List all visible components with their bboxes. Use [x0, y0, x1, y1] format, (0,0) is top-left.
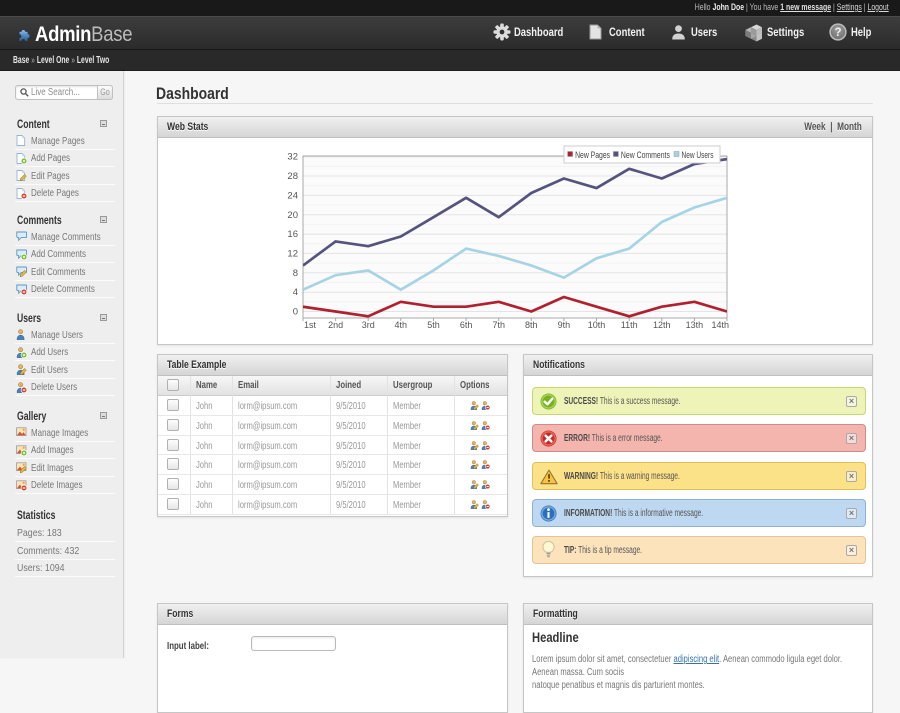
svg-text:8th: 8th [525, 320, 538, 330]
svg-text:2nd: 2nd [328, 320, 343, 330]
svg-text:1st: 1st [304, 320, 317, 330]
svg-text:5th: 5th [427, 320, 440, 330]
svg-text:13th: 13th [686, 320, 704, 330]
svg-text:New Users: New Users [682, 150, 714, 160]
svg-text:4: 4 [293, 287, 298, 298]
svg-text:6th: 6th [460, 320, 473, 330]
svg-text:9th: 9th [558, 320, 571, 330]
svg-text:24: 24 [287, 190, 298, 201]
svg-text:28: 28 [287, 171, 298, 182]
svg-text:16: 16 [287, 229, 298, 240]
svg-text:0: 0 [293, 307, 298, 318]
svg-text:?: ? [834, 27, 841, 39]
svg-text:32: 32 [287, 152, 298, 163]
svg-text:12: 12 [287, 248, 298, 259]
svg-text:New Comments: New Comments [621, 150, 670, 160]
svg-text:10th: 10th [588, 320, 606, 330]
svg-text:4th: 4th [395, 320, 408, 330]
svg-text:New Pages: New Pages [575, 150, 610, 160]
svg-text:8: 8 [293, 268, 298, 279]
svg-text:12th: 12th [653, 320, 671, 330]
svg-text:3rd: 3rd [362, 320, 375, 330]
svg-text:11th: 11th [621, 320, 638, 330]
svg-text:14th: 14th [711, 320, 729, 330]
svg-text:7th: 7th [492, 320, 505, 330]
svg-text:20: 20 [287, 210, 298, 221]
